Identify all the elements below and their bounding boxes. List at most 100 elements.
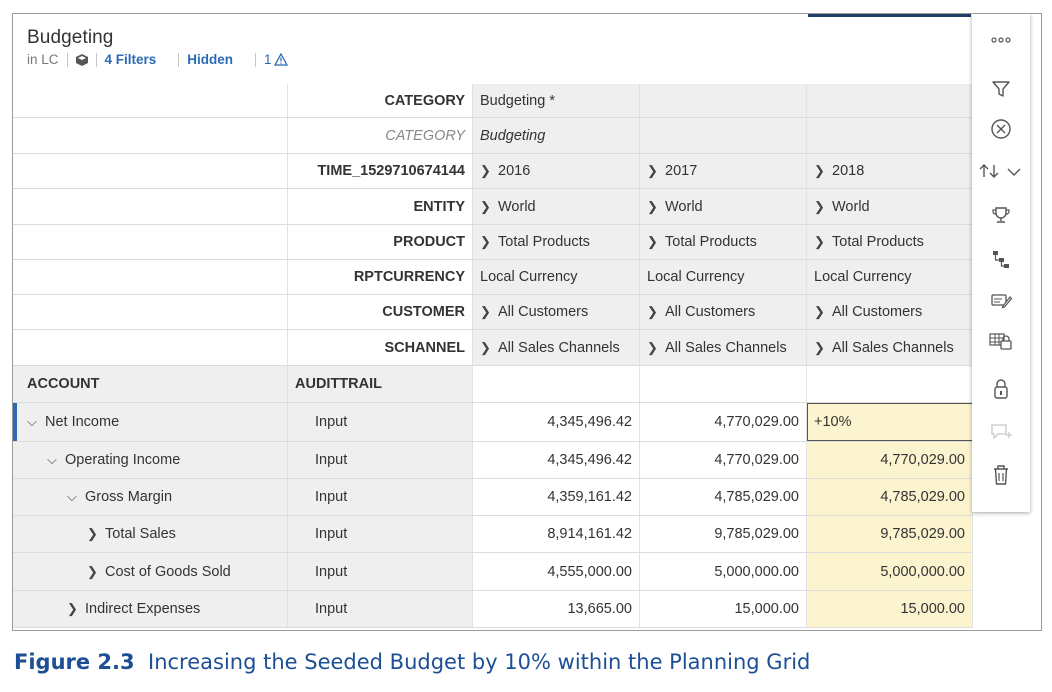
chevron-right-icon[interactable]: ❯ <box>814 339 825 355</box>
chevron-right-icon[interactable]: ❯ <box>647 339 658 355</box>
chevron-right-icon[interactable]: ❯ <box>480 234 491 249</box>
chevron-right-icon[interactable]: ❯ <box>87 526 98 541</box>
member-cell[interactable]: Budgeting <box>473 118 640 153</box>
value-cell[interactable]: 4,555,000.00 <box>473 553 640 590</box>
member-cell[interactable]: ❯ Total Products <box>640 225 807 259</box>
warning-indicator[interactable]: 1 <box>264 52 288 67</box>
value-cell[interactable]: 9,785,029.00 <box>807 516 973 552</box>
column-header-row: SCHANNEL ❯ All Sales Channels ❯ All Sales … <box>13 330 973 366</box>
member-cell[interactable]: Local Currency <box>473 260 640 294</box>
member-cell[interactable]: ❯ World <box>473 189 640 224</box>
audit-column-header[interactable]: AUDITTRAIL <box>288 366 473 402</box>
chevron-right-icon[interactable]: ❯ <box>647 304 658 319</box>
account-label: Operating Income <box>65 452 181 468</box>
account-cell[interactable]: ⌵ Net Income <box>13 403 288 441</box>
column-header-row: CUSTOMER ❯ All Customers ❯ All Customers ❯… <box>13 295 973 330</box>
empty-cell <box>13 84 288 117</box>
account-label: Net Income <box>45 414 120 430</box>
value-cell[interactable]: 15,000.00 <box>807 591 973 627</box>
member-cell[interactable]: Budgeting * <box>473 84 640 117</box>
chevron-right-icon[interactable]: ❯ <box>647 198 658 214</box>
warning-icon <box>273 53 288 66</box>
hidden-link[interactable]: Hidden <box>187 52 234 67</box>
member-cell[interactable]: ❯ All Sales Channels <box>473 330 640 365</box>
member-cell[interactable]: ❯ All Customers <box>473 295 640 329</box>
chevron-right-icon[interactable]: ❯ <box>480 163 491 178</box>
divider <box>95 52 97 67</box>
member-cell[interactable]: ❯ All Customers <box>807 295 973 329</box>
audit-cell: Input <box>288 403 473 441</box>
value-cell[interactable]: 4,770,029.00 <box>640 442 807 478</box>
value-cell[interactable]: 5,000,000.00 <box>640 553 807 590</box>
account-label: Total Sales <box>105 526 176 542</box>
account-cell[interactable]: ⌵ Operating Income <box>13 442 288 478</box>
chevron-right-icon[interactable]: ❯ <box>67 601 78 616</box>
member-cell[interactable]: ❯ Total Products <box>473 225 640 259</box>
value-cell[interactable]: 4,345,496.42 <box>473 442 640 478</box>
filters-link[interactable]: 4 Filters <box>104 52 157 67</box>
value-cell[interactable]: 4,359,161.42 <box>473 479 640 515</box>
member-cell[interactable]: ❯ All Sales Channels <box>807 330 973 365</box>
value-cell[interactable]: 4,345,496.42 <box>473 403 640 441</box>
empty-cell <box>13 118 288 153</box>
chevron-right-icon[interactable]: ❯ <box>480 339 491 355</box>
account-column-header[interactable]: ACCOUNT <box>13 366 288 402</box>
delete-icon[interactable] <box>972 460 1030 490</box>
lock-cells-icon[interactable] <box>972 326 1030 356</box>
more-icon[interactable] <box>972 28 1030 52</box>
member-cell[interactable]: ❯ 2016 <box>473 154 640 188</box>
hierarchy-icon[interactable] <box>972 244 1030 274</box>
value-cell[interactable]: 4,770,029.00 <box>807 442 973 478</box>
member-cell[interactable]: ❯ World <box>640 189 807 224</box>
chevron-down-icon[interactable]: ⌵ <box>67 489 77 504</box>
side-toolbar <box>972 14 1030 512</box>
member-label: Local Currency <box>814 269 912 285</box>
filter-icon[interactable] <box>972 74 1030 104</box>
chevron-down-icon[interactable]: ⌵ <box>27 414 37 429</box>
member-cell[interactable]: ❯ World <box>807 189 973 224</box>
chevron-right-icon[interactable]: ❯ <box>87 563 98 579</box>
chevron-right-icon[interactable]: ❯ <box>814 234 825 249</box>
account-cell[interactable]: ❯ Total Sales <box>13 516 288 552</box>
comment-edit-icon[interactable] <box>972 286 1030 316</box>
account-cell[interactable]: ❯ Indirect Expenses <box>13 591 288 627</box>
value-cell[interactable]: 13,665.00 <box>473 591 640 627</box>
chevron-right-icon[interactable]: ❯ <box>814 163 825 178</box>
value-cell[interactable]: 4,785,029.00 <box>807 479 973 515</box>
close-circle-icon[interactable] <box>972 114 1030 144</box>
trophy-icon[interactable] <box>972 200 1030 230</box>
value-cell[interactable]: 9,785,029.00 <box>640 516 807 552</box>
member-label: All Sales Channels <box>665 339 787 356</box>
chevron-right-icon[interactable]: ❯ <box>647 234 658 249</box>
chevron-down-icon[interactable]: ⌵ <box>47 452 57 467</box>
member-cell[interactable]: ❯ All Customers <box>640 295 807 329</box>
member-cell[interactable]: Local Currency <box>640 260 807 294</box>
member-cell[interactable]: ❯ All Sales Channels <box>640 330 807 365</box>
lock-icon[interactable] <box>972 374 1030 404</box>
chevron-right-icon[interactable]: ❯ <box>480 304 491 319</box>
member-label: World <box>498 198 536 215</box>
value-input-cell[interactable]: +10% <box>807 403 973 441</box>
sort-icon[interactable] <box>972 156 1030 186</box>
dimension-label: RPTCURRENCY <box>288 260 473 294</box>
value-cell[interactable]: 15,000.00 <box>640 591 807 627</box>
chevron-right-icon[interactable]: ❯ <box>647 163 658 178</box>
value-cell[interactable]: 4,770,029.00 <box>640 403 807 441</box>
value-cell[interactable]: 4,785,029.00 <box>640 479 807 515</box>
chevron-right-icon[interactable]: ❯ <box>480 198 491 214</box>
member-label: Budgeting <box>480 127 546 144</box>
member-cell[interactable]: ❯ Total Products <box>807 225 973 259</box>
value-cell[interactable]: 8,914,161.42 <box>473 516 640 552</box>
value-cell[interactable]: 5,000,000.00 <box>807 553 973 590</box>
account-cell[interactable]: ❯ Cost of Goods Sold <box>13 553 288 590</box>
table-row: ⌵ Operating Income Input 4,345,496.42 4,7… <box>13 442 973 479</box>
member-cell[interactable]: ❯ 2018 <box>807 154 973 188</box>
account-label: Indirect Expenses <box>85 601 201 617</box>
account-cell[interactable]: ⌵ Gross Margin <box>13 479 288 515</box>
member-cell[interactable]: Local Currency <box>807 260 973 294</box>
member-cell[interactable]: ❯ 2017 <box>640 154 807 188</box>
chevron-right-icon[interactable]: ❯ <box>814 304 825 319</box>
selection-indicator <box>13 403 17 441</box>
chevron-right-icon[interactable]: ❯ <box>814 198 825 214</box>
empty-cell <box>13 330 288 365</box>
